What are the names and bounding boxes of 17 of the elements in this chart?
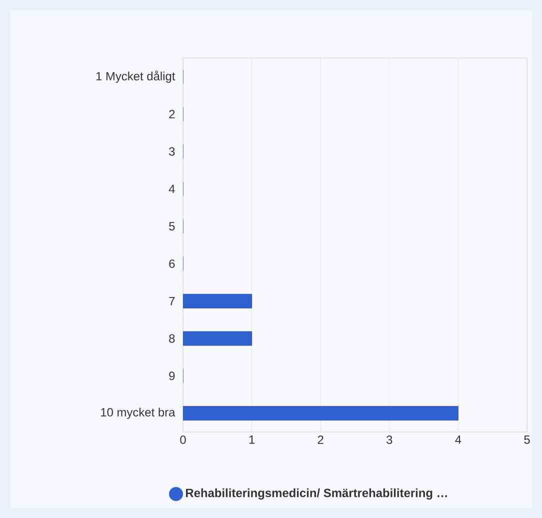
y-tick-label: 7 (169, 297, 175, 306)
y-tick-label: 2 (169, 110, 175, 118)
x-tick-label: 1 (249, 436, 255, 444)
y-tick-label: 5 (169, 222, 175, 230)
x-tick-label: 0 (180, 436, 186, 444)
y-tick-label: 6 (169, 259, 175, 268)
y-tick-label: 10 mycket bra (101, 408, 176, 419)
x-tick-label: 2 (318, 436, 324, 444)
y-tick-label: 3 (169, 147, 175, 156)
y-tick-label: 8 (169, 334, 175, 343)
x-tick-label: 3 (386, 436, 392, 444)
y-tick-label: 4 (168, 184, 175, 194)
x-tick-label: 4 (455, 436, 462, 444)
legend-label: Rehabiliteringsmedicin/ Smärtrehabilitering … (186, 488, 447, 500)
x-tick-label: 5 (524, 436, 530, 444)
y-tick-label: 9 (169, 372, 175, 380)
y-tick-label: 1 Mycket dåligt (96, 70, 176, 83)
